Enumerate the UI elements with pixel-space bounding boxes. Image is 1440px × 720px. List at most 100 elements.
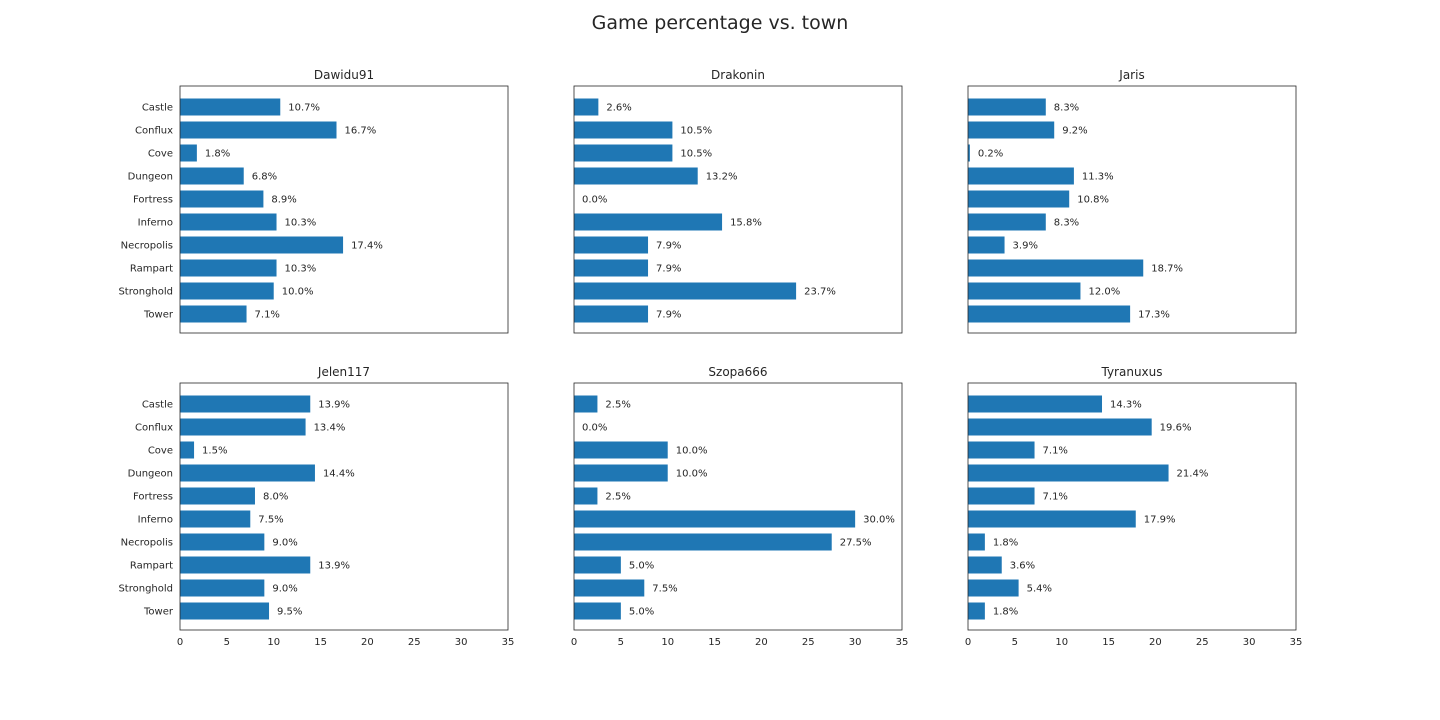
x-tick-label: 15 [314, 637, 327, 648]
value-label: 14.3% [1110, 400, 1142, 411]
value-label: 14.4% [323, 469, 355, 480]
bar-fortress [968, 190, 1070, 208]
bar-rampart [180, 259, 277, 277]
panel-tyranuxus: Tyranuxus 14.3% 19.6% 7.1% 21.4% 7.1% 17.9% 1.8… [965, 365, 1303, 648]
panel-jaris: Jaris 8.3% 9.2% 0.2% 11.3% 10.8% 8.3% 3.9% 18.7%… [967, 68, 1297, 334]
value-label: 5.0% [629, 607, 654, 618]
value-label: 10.8% [1077, 195, 1109, 206]
bar-cove [968, 441, 1035, 459]
bar-dungeon [574, 464, 668, 482]
figure-title: Game percentage vs. town [592, 12, 849, 34]
value-label: 13.2% [706, 172, 738, 183]
value-label: 1.8% [205, 149, 230, 160]
value-label: 3.9% [1013, 241, 1038, 252]
value-label: 27.5% [840, 538, 872, 549]
bar-conflux [574, 121, 673, 139]
panels: Dawidu91 10.7% Castle 16.7% Conflux 1.8% Cove 6… [118, 68, 1302, 648]
bar-tower [968, 602, 985, 620]
value-label: 17.9% [1144, 515, 1176, 526]
bar-fortress [180, 487, 255, 505]
value-label: 23.7% [804, 287, 836, 298]
value-label: 7.9% [656, 310, 681, 321]
value-label: 7.1% [255, 310, 280, 321]
value-label: 11.3% [1082, 172, 1114, 183]
bar-inferno [968, 510, 1136, 528]
bar-conflux [968, 121, 1055, 139]
bar-rampart [574, 556, 621, 574]
x-tick-label: 15 [708, 637, 721, 648]
bar-castle [180, 395, 311, 413]
value-label: 7.1% [1043, 446, 1068, 457]
value-label: 10.3% [285, 218, 317, 229]
x-tick-label: 30 [455, 637, 468, 648]
bar-castle [180, 98, 281, 116]
x-tick-label: 5 [1012, 637, 1018, 648]
bar-inferno [574, 510, 856, 528]
bar-cove [574, 441, 668, 459]
bar-rampart [968, 259, 1144, 277]
value-label: 30.0% [863, 515, 895, 526]
category-label: Necropolis [121, 538, 173, 549]
panel-title: Jelen117 [317, 365, 370, 379]
bar-stronghold [574, 282, 797, 300]
x-tick-label: 0 [965, 637, 971, 648]
bar-castle [574, 395, 598, 413]
bar-conflux [968, 418, 1152, 436]
panel-szopa666: Szopa666 2.5% 0.0% 10.0% 10.0% 2.5% 30.0% 27.5%… [571, 365, 909, 648]
x-tick-label: 5 [618, 637, 624, 648]
bar-cove [180, 144, 197, 162]
x-tick-label: 10 [267, 637, 280, 648]
x-tick-label: 25 [1196, 637, 1209, 648]
value-label: 12.0% [1088, 287, 1120, 298]
panel-dawidu91: Dawidu91 10.7% Castle 16.7% Conflux 1.8% Cove 6… [118, 68, 509, 334]
value-label: 2.5% [605, 492, 630, 503]
x-tick-label: 15 [1102, 637, 1115, 648]
bar-dungeon [180, 167, 244, 185]
value-label: 9.5% [277, 607, 302, 618]
bar-inferno [180, 213, 277, 231]
value-label: 9.2% [1062, 126, 1087, 137]
bar-rampart [968, 556, 1002, 574]
bar-dungeon [968, 464, 1169, 482]
bar-necropolis [968, 236, 1005, 254]
category-label: Cove [148, 446, 173, 457]
value-label: 8.0% [263, 492, 288, 503]
panel-title: Szopa666 [708, 365, 767, 379]
category-label: Conflux [135, 126, 173, 137]
axes-frame [573, 382, 903, 631]
x-tick-label: 35 [502, 637, 515, 648]
value-label: 5.0% [629, 561, 654, 572]
bar-inferno [180, 510, 251, 528]
bar-fortress [180, 190, 264, 208]
bar-stronghold [180, 579, 265, 597]
value-label: 8.3% [1054, 218, 1079, 229]
x-tick-label: 0 [571, 637, 577, 648]
bar-necropolis [574, 533, 832, 551]
x-tick-label: 30 [1243, 637, 1256, 648]
category-label: Stronghold [118, 287, 173, 298]
value-label: 1.8% [993, 607, 1018, 618]
value-label: 0.0% [582, 195, 607, 206]
panel-title: Tyranuxus [1100, 365, 1162, 379]
bar-tower [180, 602, 270, 620]
category-label: Inferno [138, 515, 173, 526]
value-label: 21.4% [1177, 469, 1209, 480]
panel-jelen117: Jelen117 13.9% Castle 13.4% Conflux 1.5% Cove 1… [118, 365, 514, 648]
x-tick-label: 10 [661, 637, 674, 648]
bar-stronghold [968, 579, 1019, 597]
category-label: Cove [148, 149, 173, 160]
value-label: 9.0% [272, 538, 297, 549]
value-label: 7.9% [656, 264, 681, 275]
bar-rampart [574, 259, 649, 277]
value-label: 10.0% [676, 446, 708, 457]
value-label: 1.5% [202, 446, 227, 457]
value-label: 7.5% [652, 584, 677, 595]
bar-tower [574, 602, 621, 620]
value-label: 10.3% [285, 264, 317, 275]
value-label: 10.0% [282, 287, 314, 298]
category-label: Stronghold [118, 584, 173, 595]
bar-cove [968, 144, 970, 162]
bar-necropolis [180, 236, 344, 254]
value-label: 7.1% [1043, 492, 1068, 503]
